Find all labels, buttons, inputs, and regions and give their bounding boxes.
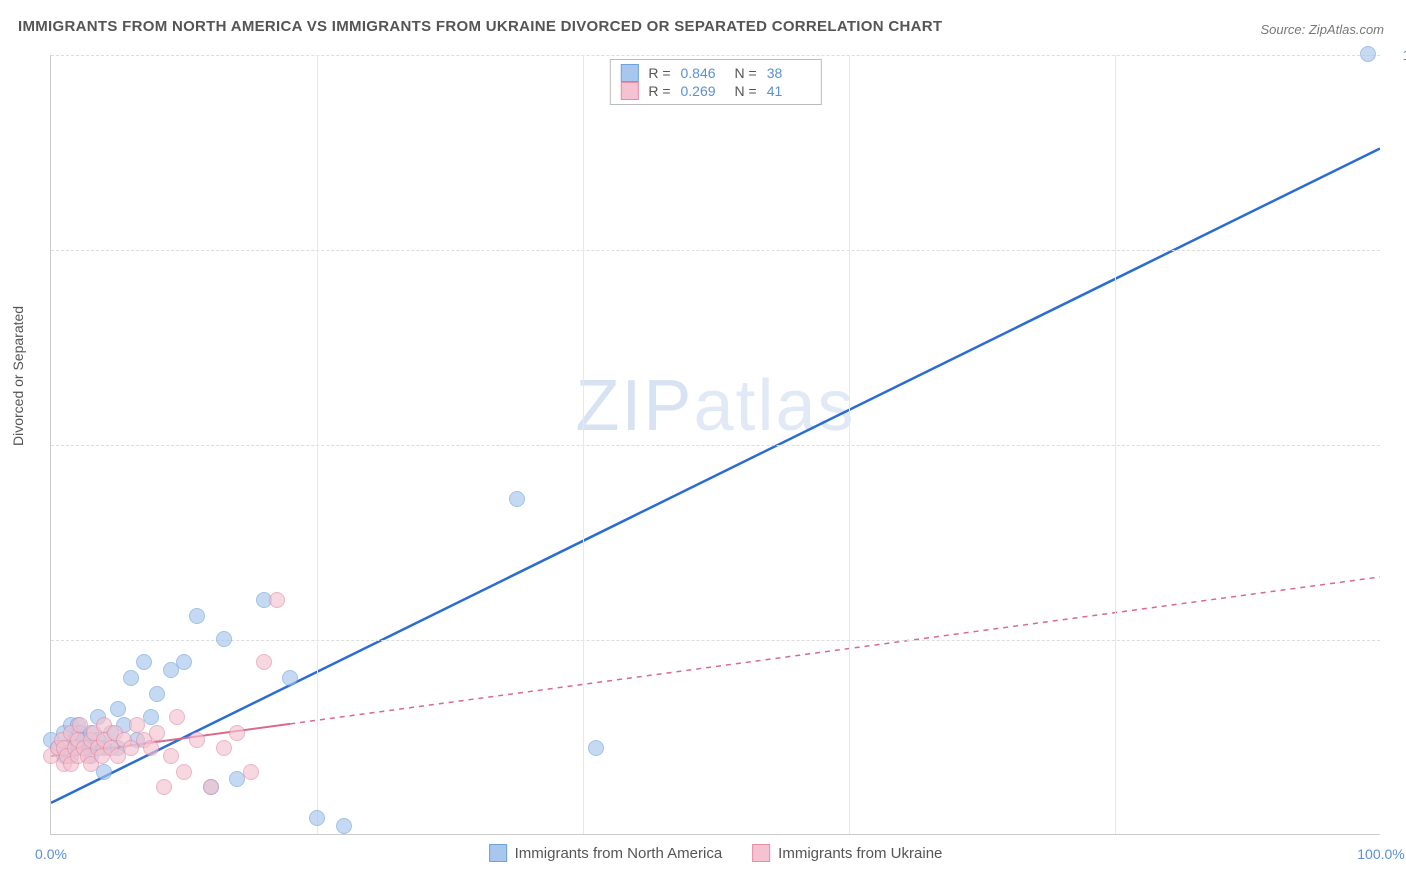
data-point (156, 779, 172, 795)
y-tick-label: 50.0% (1390, 437, 1406, 453)
data-point (163, 748, 179, 764)
data-point (309, 810, 325, 826)
legend-swatch-icon (620, 64, 638, 82)
data-point (243, 764, 259, 780)
legend-stats-row: R = 0.269 N = 41 (620, 82, 810, 100)
legend-item-label: Immigrants from North America (515, 845, 723, 862)
legend-item: Immigrants from North America (489, 844, 723, 862)
gridline (51, 55, 1380, 56)
y-axis-label: Divorced or Separated (10, 306, 26, 446)
data-point (229, 725, 245, 741)
data-point (1360, 46, 1376, 62)
gridline (317, 55, 318, 834)
gridline (51, 250, 1380, 251)
plot-area: ZIPatlas R = 0.846 N = 38 R = 0.269 N = … (50, 55, 1380, 835)
r-value: 0.846 (681, 65, 725, 81)
data-point (176, 764, 192, 780)
data-point (282, 670, 298, 686)
legend-swatch-icon (620, 82, 638, 100)
r-label: R = (648, 65, 670, 81)
y-tick-label: 75.0% (1390, 242, 1406, 258)
data-point (110, 701, 126, 717)
legend-swatch-icon (489, 844, 507, 862)
data-point (136, 654, 152, 670)
source-label: Source: ZipAtlas.com (1260, 22, 1384, 37)
r-label: R = (648, 83, 670, 99)
legend-stats: R = 0.846 N = 38 R = 0.269 N = 41 (609, 59, 821, 105)
legend-item: Immigrants from Ukraine (752, 844, 942, 862)
data-point (509, 491, 525, 507)
data-point (269, 592, 285, 608)
data-point (203, 779, 219, 795)
data-point (189, 732, 205, 748)
n-value: 38 (767, 65, 811, 81)
legend-swatch-icon (752, 844, 770, 862)
data-point (169, 709, 185, 725)
legend-series: Immigrants from North America Immigrants… (489, 844, 943, 862)
data-point (216, 631, 232, 647)
n-value: 41 (767, 83, 811, 99)
data-point (149, 725, 165, 741)
y-tick-label: 25.0% (1390, 632, 1406, 648)
page-title: IMMIGRANTS FROM NORTH AMERICA VS IMMIGRA… (18, 18, 942, 35)
gridline (51, 445, 1380, 446)
x-tick-label: 0.0% (35, 846, 67, 862)
watermark: ZIPatlas (575, 365, 855, 447)
data-point (256, 654, 272, 670)
data-point (336, 818, 352, 834)
data-point (123, 670, 139, 686)
gridline (1115, 55, 1116, 834)
data-point (176, 654, 192, 670)
gridline (51, 640, 1380, 641)
gridline (849, 55, 850, 834)
legend-item-label: Immigrants from Ukraine (778, 845, 942, 862)
data-point (129, 717, 145, 733)
data-point (143, 740, 159, 756)
gridline (583, 55, 584, 834)
legend-stats-row: R = 0.846 N = 38 (620, 64, 810, 82)
data-point (149, 686, 165, 702)
n-label: N = (735, 65, 757, 81)
r-value: 0.269 (681, 83, 725, 99)
y-tick-label: 100.0% (1390, 47, 1406, 63)
data-point (216, 740, 232, 756)
n-label: N = (735, 83, 757, 99)
data-point (189, 608, 205, 624)
data-point (588, 740, 604, 756)
x-tick-label: 100.0% (1357, 846, 1404, 862)
